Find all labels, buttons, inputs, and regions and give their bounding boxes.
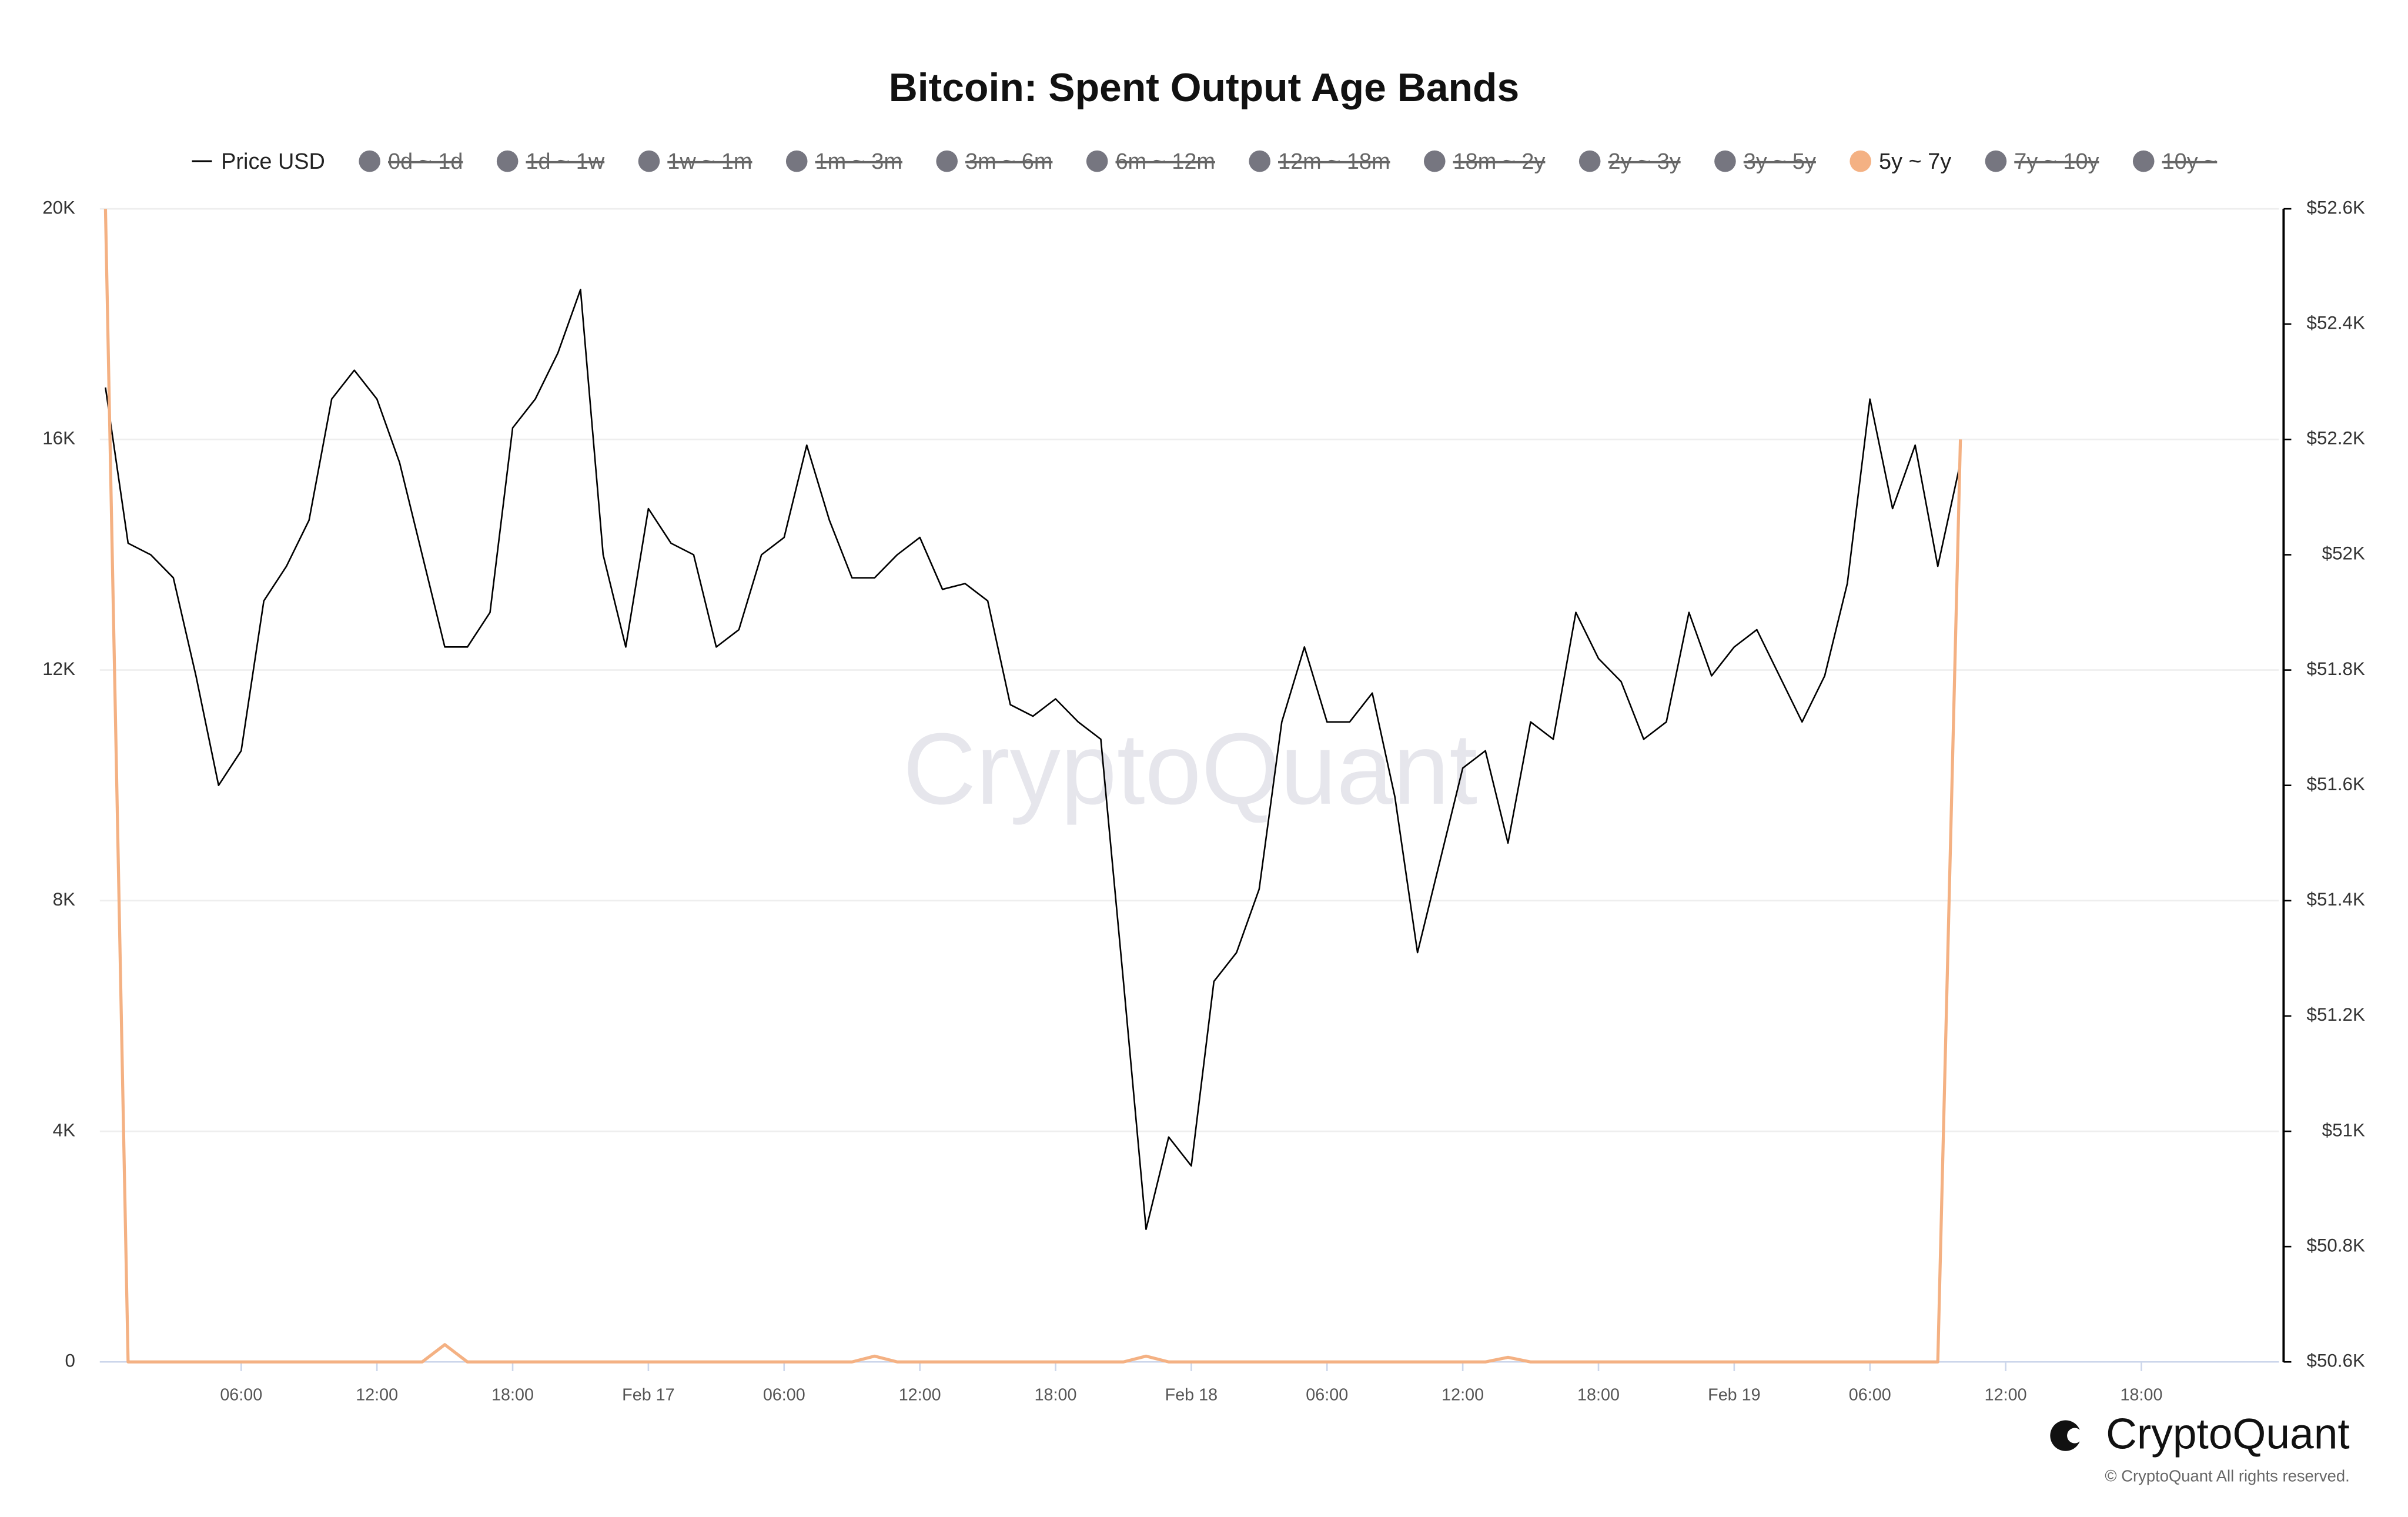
legend-label: 1w ~ 1m [667, 149, 752, 174]
y-tick-label: 20K [42, 197, 75, 218]
series-line [103, 209, 1962, 1364]
y-tick-label: 16K [42, 428, 75, 449]
x-tick-label: 12:00 [1442, 1385, 1484, 1404]
legend-item[interactable]: 1w ~ 1m [638, 149, 752, 174]
legend-marker [359, 150, 380, 172]
logo-icon [2050, 1420, 2083, 1451]
legend-marker [936, 150, 958, 172]
x-tick-label: 06:00 [763, 1385, 805, 1404]
y-tick-label: 8K [53, 889, 75, 910]
x-tick-label: 18:00 [491, 1385, 534, 1404]
copyright: © CryptoQuant All rights reserved. [2105, 1466, 2349, 1485]
legend-label: 12m ~ 18m [1278, 149, 1390, 174]
legend-marker [1714, 150, 1736, 172]
legend-item[interactable]: 12m ~ 18m [1249, 149, 1390, 174]
x-tick-label: 12:00 [356, 1385, 398, 1404]
legend-item[interactable]: 3y ~ 5y [1714, 149, 1816, 174]
legend-marker [496, 150, 519, 172]
x-tick-label: 06:00 [220, 1385, 262, 1404]
legend-item[interactable]: 10y ~ [2132, 149, 2218, 174]
legend-item[interactable]: Price USD [192, 149, 325, 174]
legend-label: 1m ~ 3m [815, 149, 902, 174]
y2-tick-label: $52.4K [2307, 313, 2365, 333]
legend-item[interactable]: 5y ~ 7y [1850, 149, 1951, 174]
series-line [105, 289, 1961, 1231]
x-tick-label: 06:00 [1849, 1385, 1891, 1404]
y2-tick-label: $50.8K [2307, 1235, 2365, 1255]
legend-item[interactable]: 3m ~ 6m [936, 149, 1052, 174]
logo-shape [2050, 1420, 2081, 1451]
legend-label: 3y ~ 5y [1744, 149, 1816, 174]
legend-marker [1578, 150, 1601, 172]
y2-tick-label: $52.2K [2307, 428, 2365, 449]
x-tick-label: Feb 19 [1708, 1385, 1760, 1404]
legend-item[interactable]: 18m ~ 2y [1423, 149, 1546, 174]
legend-marker [785, 150, 808, 172]
y2-tick-label: $51.8K [2307, 659, 2365, 679]
x-tick-label: 18:00 [1035, 1385, 1077, 1404]
legend-item[interactable]: 7y ~ 10y [1985, 149, 2099, 174]
y2-tick-label: $51.6K [2307, 774, 2365, 794]
y2-tick-label: $51.2K [2307, 1004, 2365, 1025]
y-tick-label: 12K [42, 659, 75, 679]
legend-label: 2y ~ 3y [1608, 149, 1681, 174]
legend-label: 1d ~ 1w [526, 149, 605, 174]
y2-tick-label: $51.4K [2307, 889, 2365, 910]
chart-title: Bitcoin: Spent Output Age Bands [889, 66, 1520, 110]
legend-item[interactable]: 2y ~ 3y [1578, 149, 1681, 174]
legend-marker [2132, 150, 2155, 172]
legend-marker [1423, 150, 1446, 172]
x-tick-label: 12:00 [899, 1385, 941, 1404]
x-tick-label: 18:00 [1577, 1385, 1620, 1404]
logo-text: CryptoQuant [2106, 1411, 2350, 1458]
legend-label: 7y ~ 10y [2014, 149, 2099, 174]
y2-tick-label: $52.6K [2307, 197, 2365, 218]
legend-marker [1985, 150, 2007, 172]
legend-label: 3m ~ 6m [965, 149, 1052, 174]
y2-tick-label: $50.6K [2307, 1351, 2365, 1371]
x-tick-label: 12:00 [1985, 1385, 2027, 1404]
x-tick-label: Feb 17 [622, 1385, 674, 1404]
x-tick-label: 18:00 [2121, 1385, 2163, 1404]
y2-tick-label: $51K [2322, 1120, 2365, 1140]
legend-label: 5y ~ 7y [1879, 149, 1951, 174]
legend-item[interactable]: 1d ~ 1w [496, 149, 605, 174]
y2-tick-label: $52K [2322, 543, 2365, 564]
legend-marker [1086, 150, 1108, 172]
y-tick-label: 4K [53, 1120, 75, 1140]
logo-shape [2067, 1428, 2083, 1444]
legend-label: 6m ~ 12m [1116, 149, 1215, 174]
legend-item[interactable]: 0d ~ 1d [359, 149, 463, 174]
legend-label: 10y ~ [2162, 149, 2218, 174]
legend-label: 18m ~ 2y [1453, 149, 1546, 174]
legend-marker [638, 150, 660, 172]
legend-label: 0d ~ 1d [388, 149, 463, 174]
legend-item[interactable]: 1m ~ 3m [785, 149, 902, 174]
legend-marker [1249, 150, 1270, 172]
y-tick-label: 0 [65, 1351, 75, 1371]
x-tick-label: 06:00 [1306, 1385, 1348, 1404]
legend-item[interactable]: 6m ~ 12m [1086, 149, 1215, 174]
x-tick-label: Feb 18 [1165, 1385, 1218, 1404]
legend-marker [1850, 150, 1871, 172]
legend-label: Price USD [221, 149, 325, 174]
watermark: CryptoQuant [903, 712, 1477, 826]
